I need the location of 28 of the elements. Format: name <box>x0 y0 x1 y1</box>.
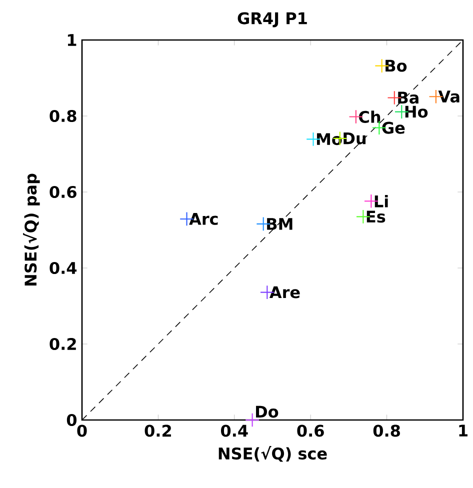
x-tick-label: 0 <box>77 424 87 437</box>
annotation: Bo <box>386 60 407 72</box>
y-tick-label: 0.6 <box>50 186 76 198</box>
annotation: Do <box>256 406 278 418</box>
annotation: Arc <box>189 213 218 225</box>
annotation: Es <box>366 210 386 223</box>
annotation: Va <box>438 90 460 103</box>
annotation: Li <box>374 195 388 208</box>
annotation: Ba <box>398 92 418 104</box>
y-tick-label: 0 <box>66 414 77 426</box>
x-axis-title: NSE(√Q) sce <box>218 446 327 462</box>
y-tick-label: 0.4 <box>50 262 77 274</box>
annotation: Ch <box>358 110 380 123</box>
x-tick-label: 0.8 <box>373 424 400 437</box>
x-tick-label: 0.2 <box>144 424 171 437</box>
x-tick-label: 0.4 <box>220 424 248 437</box>
y-tick-label: 0.8 <box>50 110 76 122</box>
chart-title: GR4J P1 <box>238 12 307 28</box>
x-tick-label: 1 <box>459 424 468 436</box>
annotation: Are <box>270 286 300 298</box>
y-axis-title: NSE(√Q) pap <box>23 174 40 286</box>
y-tick-label: 1 <box>68 34 76 46</box>
annotation: BM <box>267 218 292 230</box>
y-tick-label: 0.2 <box>50 338 76 350</box>
annotation: Ho <box>405 106 428 118</box>
annotation: Du <box>344 132 366 144</box>
annotation: Ge <box>382 122 405 134</box>
x-tick-label: 0.6 <box>297 424 324 437</box>
